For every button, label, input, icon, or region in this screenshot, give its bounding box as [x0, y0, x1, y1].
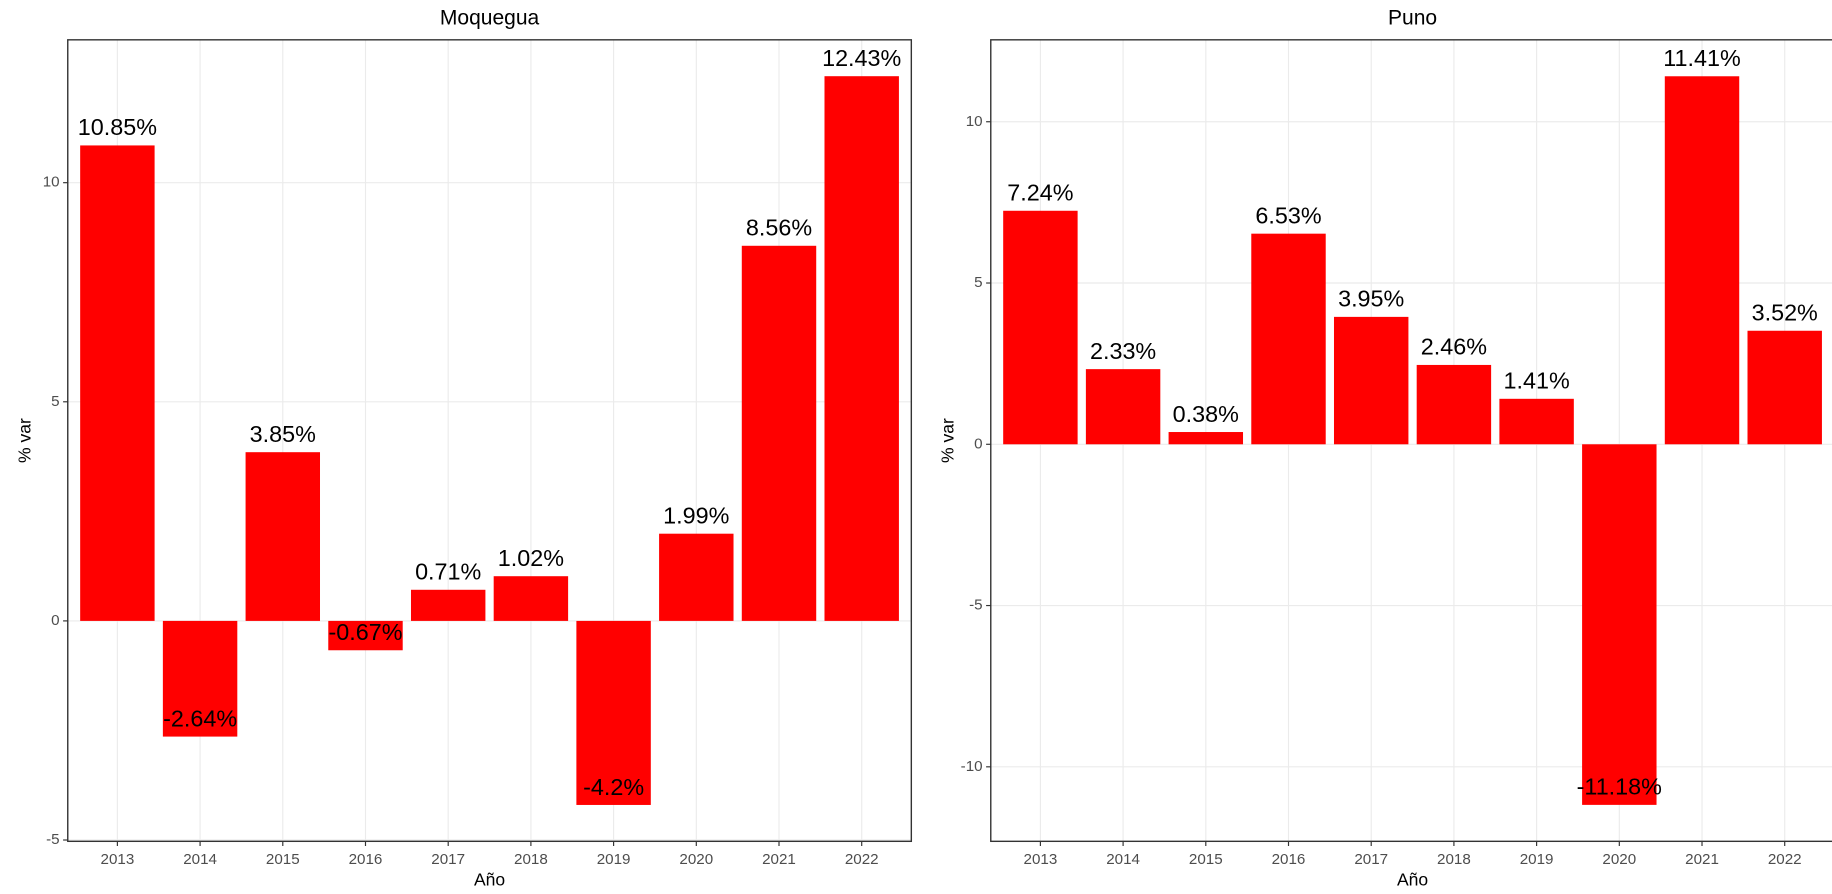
x-tick-label: 2021 [762, 851, 796, 868]
data-label: 3.95% [1338, 286, 1404, 312]
y-tick-label: 5 [51, 393, 59, 410]
y-tick-label: 0 [51, 612, 59, 629]
data-label: 7.24% [1007, 180, 1073, 206]
x-tick-label: 2015 [266, 851, 300, 868]
bar [659, 533, 734, 621]
data-label: -4.2% [583, 774, 644, 800]
y-tick-label: 10 [966, 113, 983, 130]
bar [1747, 330, 1822, 445]
x-tick-label: 2020 [1602, 851, 1636, 868]
data-label: 0.38% [1173, 401, 1239, 427]
data-label: 12.43% [822, 45, 901, 71]
x-tick-label: 2015 [1189, 851, 1223, 868]
bar [1168, 432, 1244, 445]
x-tick-label: 2017 [431, 851, 465, 868]
bar [328, 620, 403, 651]
y-tick-label: 10 [43, 174, 60, 191]
x-tick-label: 2013 [101, 851, 135, 868]
bar [410, 589, 486, 621]
x-tick-label: 2020 [679, 851, 713, 868]
panel-border [990, 39, 1832, 843]
bar [824, 76, 899, 621]
bar [80, 145, 155, 621]
x-tick-label: 2017 [1354, 851, 1388, 868]
bar [162, 620, 238, 737]
data-label: 6.53% [1255, 202, 1321, 228]
data-label: 2.46% [1421, 334, 1487, 360]
bar [493, 576, 569, 621]
x-tick-label: 2014 [1106, 851, 1140, 868]
x-tick-label: 2019 [1520, 851, 1554, 868]
data-label: -11.18% [1577, 774, 1662, 800]
x-tick-label: 2013 [1024, 851, 1058, 868]
y-axis-label: % var [937, 418, 957, 463]
bar [1003, 210, 1078, 445]
bar [1582, 444, 1657, 805]
data-label: 0.71% [415, 559, 481, 585]
bar [1416, 364, 1492, 445]
data-label: 1.99% [663, 503, 729, 529]
chart-title: Puno [1388, 6, 1437, 29]
y-tick-label: -5 [46, 831, 60, 848]
bar [576, 620, 651, 805]
y-tick-label: -5 [969, 597, 982, 614]
y-tick-label: -10 [961, 758, 983, 775]
data-label: 11.41% [1663, 45, 1741, 71]
x-tick-label: 2014 [183, 851, 217, 868]
x-tick-label: 2021 [1685, 851, 1719, 868]
data-label: 3.52% [1752, 300, 1818, 326]
y-tick-label: 0 [974, 435, 982, 452]
bar [1664, 76, 1740, 445]
x-tick-label: 2022 [1768, 851, 1802, 868]
bar [245, 452, 321, 621]
data-label: 1.02% [498, 545, 564, 571]
panel-border [67, 39, 913, 843]
x-tick-label: 2019 [597, 851, 631, 868]
data-label: -2.64% [163, 705, 237, 731]
x-tick-label: 2016 [1272, 851, 1306, 868]
bar [1251, 233, 1326, 445]
data-label: 2.33% [1090, 338, 1156, 364]
bar [1333, 316, 1409, 445]
bar [741, 245, 817, 621]
x-tick-label: 2018 [514, 851, 548, 868]
y-axis-label: % var [14, 418, 34, 463]
x-tick-label: 2016 [349, 851, 383, 868]
bar [1085, 369, 1161, 445]
bar [1499, 398, 1574, 445]
data-label: 8.56% [746, 215, 812, 241]
data-label: 3.85% [250, 421, 316, 447]
data-label: -0.67% [328, 619, 402, 645]
data-label: 1.41% [1503, 368, 1569, 394]
y-tick-label: 5 [974, 274, 982, 291]
x-tick-label: 2018 [1437, 851, 1471, 868]
x-axis-label: Año [474, 870, 505, 890]
data-label: 10.85% [78, 114, 157, 140]
x-axis-label: Año [1397, 870, 1428, 890]
chart-title: Moquegua [440, 6, 540, 29]
x-tick-label: 2022 [845, 851, 879, 868]
